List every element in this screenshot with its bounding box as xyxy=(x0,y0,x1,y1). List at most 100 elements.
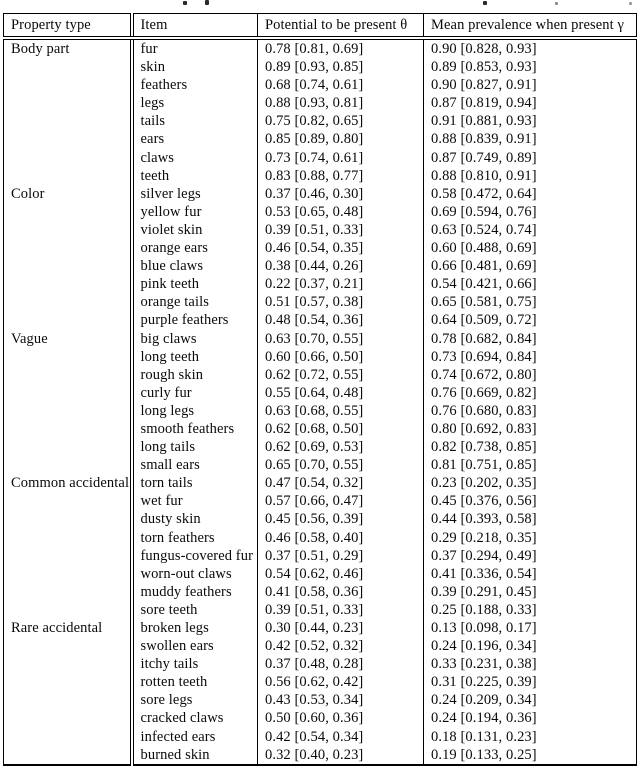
table-body: Body part fur 0.78 [0.81, 0.69] 0.90 [0.… xyxy=(4,38,637,765)
theta-cell: 0.46 [0.58, 0.40] xyxy=(257,528,424,547)
property-type-cell xyxy=(4,420,132,438)
theta-cell: 0.37 [0.48, 0.28] xyxy=(257,655,424,674)
caption-cutoff-fragment xyxy=(483,1,487,5)
theta-cell: 0.30 [0.44, 0.23] xyxy=(257,619,424,638)
column-header-theta: Potential to be present θ xyxy=(257,13,424,40)
caption-cutoff-fragment xyxy=(555,2,558,5)
gamma-cell: 0.33 [0.231, 0.38] xyxy=(423,655,637,674)
item-cell: skin xyxy=(129,58,258,77)
theta-cell: 0.48 [0.54, 0.36] xyxy=(257,311,424,330)
gamma-cell: 0.66 [0.481, 0.69] xyxy=(423,257,637,276)
item-cell: curly fur xyxy=(129,383,258,402)
theta-cell: 0.22 [0.37, 0.21] xyxy=(257,275,424,294)
gamma-cell: 0.24 [0.194, 0.36] xyxy=(423,709,637,728)
header-row: Property type Item Potential to be prese… xyxy=(3,13,637,40)
properties-table: Property type Item Potential to be prese… xyxy=(3,13,637,766)
table-row: infected ears 0.42 [0.54, 0.34] 0.18 [0.… xyxy=(4,727,637,746)
column-header-gamma: Mean prevalence when present γ xyxy=(423,13,637,40)
table-row: blue claws 0.38 [0.44, 0.26] 0.66 [0.481… xyxy=(4,257,637,276)
gamma-cell: 0.41 [0.336, 0.54] xyxy=(423,564,637,583)
item-cell: feathers xyxy=(129,76,258,95)
property-type-cell xyxy=(4,130,132,148)
item-cell: sore teeth xyxy=(129,600,258,619)
gamma-cell: 0.78 [0.682, 0.84] xyxy=(423,329,637,348)
table-row: rotten teeth 0.56 [0.62, 0.42] 0.31 [0.2… xyxy=(4,673,637,692)
theta-cell: 0.51 [0.57, 0.38] xyxy=(257,293,424,312)
theta-cell: 0.63 [0.68, 0.55] xyxy=(257,401,424,420)
gamma-cell: 0.69 [0.594, 0.76] xyxy=(423,202,637,221)
theta-cell: 0.62 [0.72, 0.55] xyxy=(257,365,424,384)
property-type-cell xyxy=(4,728,132,746)
item-cell: muddy feathers xyxy=(129,582,258,601)
property-type-cell xyxy=(4,709,132,727)
theta-cell: 0.60 [0.66, 0.50] xyxy=(257,347,424,366)
property-type-cell xyxy=(4,529,132,547)
table-row: rough skin 0.62 [0.72, 0.55] 0.74 [0.672… xyxy=(4,365,637,384)
item-cell: pink teeth xyxy=(129,275,258,294)
gamma-cell: 0.87 [0.819, 0.94] xyxy=(423,94,637,113)
item-cell: orange ears xyxy=(129,239,258,258)
property-type-cell xyxy=(4,691,132,709)
item-cell: long teeth xyxy=(129,347,258,366)
gamma-cell: 0.81 [0.751, 0.85] xyxy=(423,456,637,475)
caption-cutoff-fragment xyxy=(629,2,632,5)
gamma-cell: 0.82 [0.738, 0.85] xyxy=(423,438,637,457)
item-cell: wet fur xyxy=(129,492,258,511)
caption-cutoff-fragment xyxy=(183,1,187,5)
property-type-cell xyxy=(4,565,132,583)
table-row: claws 0.73 [0.74, 0.61] 0.87 [0.749, 0.8… xyxy=(4,148,637,167)
gamma-cell: 0.39 [0.291, 0.45] xyxy=(423,582,637,601)
item-cell: burned skin xyxy=(129,745,258,765)
gamma-cell: 0.25 [0.188, 0.33] xyxy=(423,600,637,619)
property-type-cell xyxy=(4,76,132,94)
item-cell: torn tails xyxy=(129,474,258,493)
table-row: pink teeth 0.22 [0.37, 0.21] 0.54 [0.421… xyxy=(4,275,637,294)
gamma-cell: 0.19 [0.133, 0.25] xyxy=(423,745,637,765)
table-row: purple feathers 0.48 [0.54, 0.36] 0.64 [… xyxy=(4,311,637,330)
theta-cell: 0.45 [0.56, 0.39] xyxy=(257,510,424,529)
item-cell: silver legs xyxy=(129,184,258,203)
gamma-cell: 0.13 [0.098, 0.17] xyxy=(423,619,637,638)
gamma-cell: 0.64 [0.509, 0.72] xyxy=(423,311,637,330)
gamma-cell: 0.58 [0.472, 0.64] xyxy=(423,184,637,203)
property-type-cell xyxy=(4,149,132,167)
theta-cell: 0.38 [0.44, 0.26] xyxy=(257,257,424,276)
theta-cell: 0.53 [0.65, 0.48] xyxy=(257,202,424,221)
table-row: smooth feathers 0.62 [0.68, 0.50] 0.80 [… xyxy=(4,419,637,439)
property-type-cell xyxy=(4,293,132,311)
item-cell: purple feathers xyxy=(129,311,258,330)
table-row: Common accidental torn tails 0.47 [0.54,… xyxy=(4,474,637,493)
property-type-cell xyxy=(4,510,132,528)
property-type-cell: Rare accidental xyxy=(11,620,103,636)
property-type-cell xyxy=(4,746,132,765)
theta-cell: 0.68 [0.74, 0.61] xyxy=(257,76,424,95)
item-cell: rough skin xyxy=(129,365,258,384)
gamma-cell: 0.31 [0.225, 0.39] xyxy=(423,673,637,692)
theta-cell: 0.42 [0.52, 0.32] xyxy=(257,637,424,656)
theta-cell: 0.43 [0.53, 0.34] xyxy=(257,691,424,710)
property-type-cell xyxy=(4,239,132,257)
theta-cell: 0.42 [0.54, 0.34] xyxy=(257,727,424,746)
theta-cell: 0.46 [0.54, 0.35] xyxy=(257,239,424,258)
table-row: curly fur 0.55 [0.64, 0.48] 0.76 [0.669,… xyxy=(4,383,637,402)
gamma-cell: 0.90 [0.828, 0.93] xyxy=(423,38,637,59)
theta-cell: 0.54 [0.62, 0.46] xyxy=(257,564,424,583)
theta-cell: 0.47 [0.54, 0.32] xyxy=(257,474,424,493)
theta-cell: 0.78 [0.81, 0.69] xyxy=(257,38,424,59)
table-row: sore legs 0.43 [0.53, 0.34] 0.24 [0.209,… xyxy=(4,691,637,710)
gamma-cell: 0.18 [0.131, 0.23] xyxy=(423,727,637,746)
item-cell: fur xyxy=(129,38,258,59)
property-type-cell xyxy=(4,112,132,130)
gamma-cell: 0.91 [0.881, 0.93] xyxy=(423,112,637,131)
property-type-cell xyxy=(4,456,132,474)
theta-cell: 0.63 [0.70, 0.55] xyxy=(257,329,424,348)
property-type-cell xyxy=(4,547,132,565)
item-cell: big claws xyxy=(129,329,258,348)
item-cell: swollen ears xyxy=(129,637,258,656)
table-row: long legs 0.63 [0.68, 0.55] 0.76 [0.680,… xyxy=(4,401,637,420)
table-row: teeth 0.83 [0.88, 0.77] 0.88 [0.810, 0.9… xyxy=(4,166,637,185)
table-row: Body part fur 0.78 [0.81, 0.69] 0.90 [0.… xyxy=(4,38,637,59)
item-cell: claws xyxy=(129,148,258,167)
property-type-cell xyxy=(4,492,132,510)
gamma-cell: 0.73 [0.694, 0.84] xyxy=(423,347,637,366)
